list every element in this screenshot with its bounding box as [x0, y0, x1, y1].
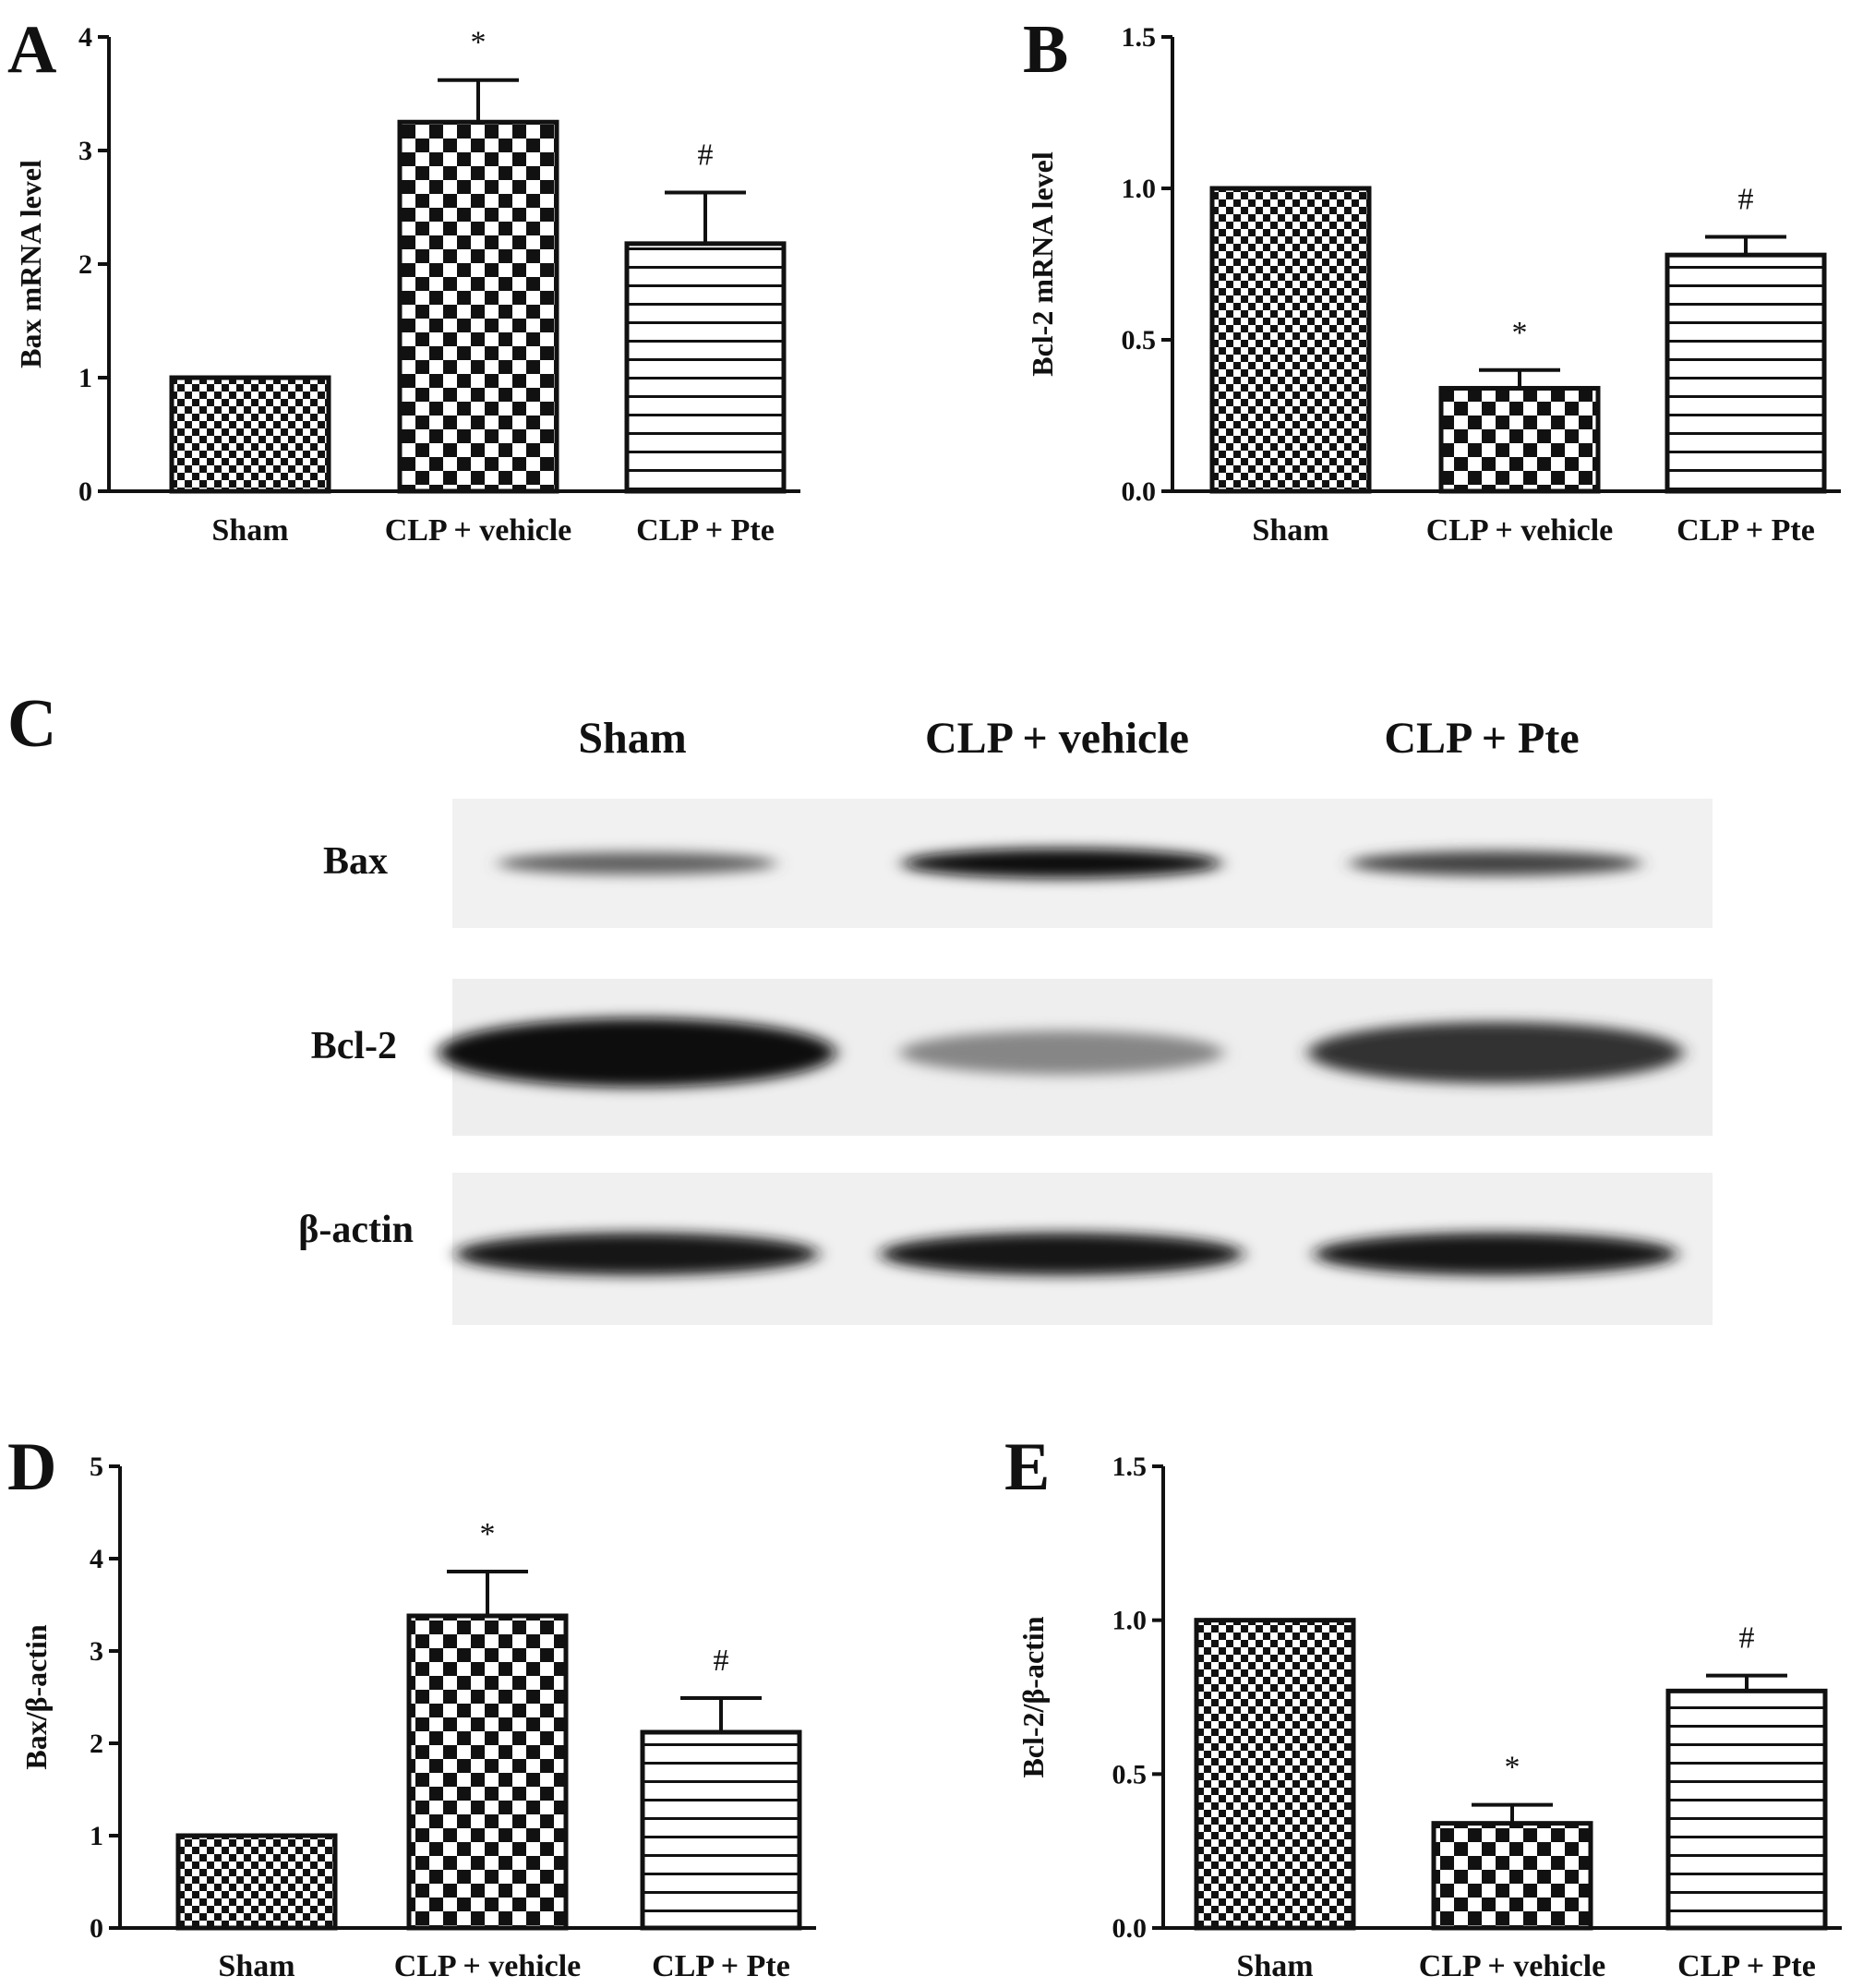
significance-marker: * — [1505, 1751, 1520, 1785]
bar — [1209, 186, 1372, 494]
panel-label-a: A — [7, 12, 56, 88]
bar — [1665, 252, 1827, 494]
y-tick-label: 0.5 — [1122, 325, 1157, 355]
x-category-label: Sham — [211, 513, 288, 548]
y-tick-label: 2 — [78, 249, 92, 280]
x-category-label: Sham — [1252, 513, 1328, 548]
bar — [1438, 385, 1601, 494]
blot-row-label: Bax — [323, 840, 388, 883]
blot-band — [1308, 1021, 1683, 1084]
y-tick-label: 2 — [90, 1729, 103, 1759]
bar — [1194, 1618, 1356, 1931]
blot-band — [899, 1030, 1224, 1075]
chart-panel-e: 0.0 0.5 1.0 1.5 Bcl-2/β-actin Sham * CLP + vehi… — [1016, 1452, 1842, 1983]
significance-marker: # — [1739, 1621, 1755, 1656]
y-tick-label: 1 — [78, 363, 92, 393]
western-blot: Sham CLP + vehicle CLP + Pte Bax Bcl-2 β… — [298, 714, 1713, 1325]
blot-lane-header: CLP + Pte — [1384, 714, 1579, 763]
significance-marker: # — [698, 139, 714, 173]
bar — [624, 241, 787, 494]
bar — [169, 375, 331, 494]
y-tick-label: 1 — [90, 1821, 103, 1851]
significance-marker: # — [1738, 182, 1754, 216]
significance-marker: # — [714, 1644, 729, 1678]
bar — [406, 1613, 569, 1931]
y-tick-label: 1.0 — [1112, 1606, 1148, 1636]
blot-band — [880, 1232, 1244, 1276]
bar — [1431, 1821, 1593, 1931]
x-category-label: CLP + vehicle — [394, 1949, 582, 1983]
blot-row-label: Bcl-2 — [311, 1025, 397, 1067]
y-axis-label: Bax mRNA level — [14, 160, 47, 368]
blot-row-label: β-actin — [298, 1209, 414, 1251]
x-category-label: CLP + Pte — [1677, 513, 1815, 548]
blot-band — [438, 1018, 836, 1088]
y-tick-label: 4 — [90, 1544, 103, 1574]
y-tick-label: 1.5 — [1122, 22, 1157, 53]
x-category-label: CLP + Pte — [652, 1949, 790, 1983]
y-tick-label: 5 — [90, 1452, 103, 1482]
x-category-label: Sham — [218, 1949, 294, 1983]
bar — [1665, 1688, 1828, 1931]
bar — [397, 119, 559, 494]
y-tick-label: 0 — [90, 1913, 103, 1944]
y-axis-label: Bcl-2/β-actin — [1016, 1616, 1050, 1777]
y-tick-label: 3 — [90, 1636, 103, 1667]
x-category-label: CLP + Pte — [1677, 1949, 1816, 1983]
panel-label-d: D — [7, 1429, 56, 1505]
y-tick-label: 3 — [78, 136, 92, 166]
x-category-label: CLP + vehicle — [385, 513, 572, 548]
y-tick-label: 0 — [78, 476, 92, 507]
y-axis-label: Bcl-2 mRNA level — [1026, 151, 1059, 377]
blot-lane-header: Sham — [578, 714, 686, 763]
x-category-label: Sham — [1236, 1949, 1313, 1983]
blot-lane-header: CLP + vehicle — [925, 714, 1189, 763]
significance-marker: * — [480, 1517, 496, 1551]
blot-band — [901, 848, 1222, 879]
panel-label-b: B — [1023, 12, 1068, 88]
x-category-label: CLP + Pte — [636, 513, 775, 548]
y-tick-label: 1.0 — [1122, 174, 1157, 204]
bar — [175, 1833, 338, 1931]
panel-label-c: C — [7, 686, 56, 762]
blot-band — [455, 1232, 819, 1276]
y-tick-label: 4 — [78, 22, 92, 53]
significance-marker: * — [1512, 316, 1528, 350]
chart-panel-b: 0.0 0.5 1.0 1.5 Bcl-2 mRNA level Sham * CLP + v… — [1026, 22, 1841, 548]
panel-label-e: E — [1004, 1429, 1050, 1505]
blot-band — [498, 851, 776, 875]
x-category-label: CLP + vehicle — [1426, 513, 1614, 548]
y-axis-label: Bax/β-actin — [19, 1624, 53, 1770]
y-tick-label: 0.5 — [1112, 1759, 1148, 1789]
blot-band — [1349, 850, 1642, 876]
y-tick-label: 1.5 — [1112, 1452, 1148, 1482]
y-tick-label: 0.0 — [1112, 1913, 1148, 1944]
chart-panel-d: 0 1 2 3 4 5 Bax/β-actin Sham * CLP + vehicle # CLP … — [19, 1452, 816, 1983]
y-tick-label: 0.0 — [1122, 476, 1157, 507]
x-category-label: CLP + vehicle — [1419, 1949, 1606, 1983]
significance-marker: * — [471, 26, 487, 60]
bar — [640, 1729, 802, 1931]
blot-band — [1314, 1232, 1677, 1276]
chart-panel-a: 0 1 2 3 4 Bax mRNA level Sham * CLP + vehicle # CL… — [14, 22, 800, 548]
